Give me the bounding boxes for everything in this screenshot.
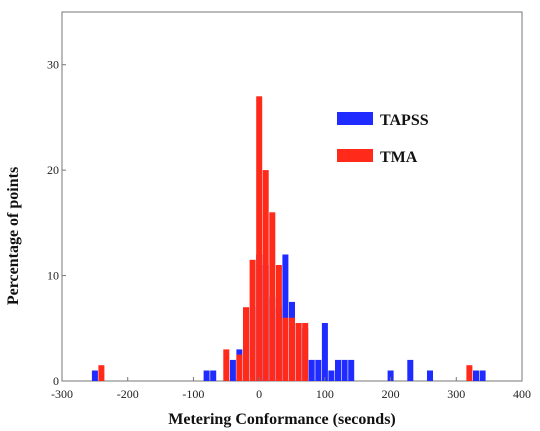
x-axis-ticks: -300 -200 -100 0 100 200 300 400	[51, 377, 531, 401]
tapss-bar	[407, 359, 414, 381]
x-tick-label: 100	[316, 387, 334, 401]
x-tick-label: 0	[256, 387, 262, 401]
tma-bar	[223, 349, 230, 381]
tma-bars	[98, 96, 473, 382]
tma-bar	[243, 307, 249, 381]
tapss-bar	[229, 359, 236, 381]
tma-bar	[262, 170, 269, 381]
legend: TAPSS TMA	[337, 112, 429, 166]
tma-bar	[236, 354, 243, 381]
y-tick-label: 20	[47, 163, 59, 177]
tapss-bar	[348, 359, 355, 381]
tma-bar	[256, 96, 263, 382]
tma-bar	[295, 323, 302, 381]
tapss-bar	[473, 370, 479, 381]
x-axis-title: Metering Conformance (seconds)	[168, 411, 396, 428]
legend-swatch-tma	[337, 149, 373, 162]
legend-label-tapss: TAPSS	[380, 112, 429, 129]
tma-bar	[98, 365, 105, 381]
tapss-bar	[479, 370, 486, 381]
tma-bar	[466, 365, 473, 381]
legend-swatch-tapss	[337, 112, 373, 125]
tma-bar	[282, 317, 289, 381]
tapss-bar	[210, 370, 217, 381]
x-tick-label: 300	[447, 387, 465, 401]
legend-label-tma: TMA	[380, 149, 418, 166]
tapss-bars	[91, 254, 486, 381]
tapss-bar	[203, 370, 210, 381]
tma-bar	[289, 317, 295, 381]
x-tick-label: -200	[117, 387, 139, 401]
y-tick-label: 10	[47, 269, 59, 283]
y-axis-ticks: 0 10 20 30	[47, 58, 66, 388]
tapss-bar	[308, 359, 315, 381]
tapss-bar	[91, 370, 98, 381]
x-tick-label: -100	[182, 387, 204, 401]
tapss-bar	[328, 370, 335, 381]
tapss-bar	[341, 359, 348, 381]
y-axis-title: Percentage of points	[5, 167, 22, 305]
x-tick-label: -300	[51, 387, 73, 401]
tapss-bar	[321, 323, 328, 381]
x-tick-label: 200	[382, 387, 400, 401]
y-tick-label: 30	[47, 58, 59, 72]
tapss-bar	[315, 359, 322, 381]
tma-bar	[249, 259, 256, 381]
tma-bar	[269, 212, 276, 381]
tapss-bar	[335, 359, 341, 381]
tma-bar	[275, 265, 282, 381]
y-tick-label: 0	[53, 374, 59, 388]
x-tick-label: 400	[513, 387, 531, 401]
tapss-bar	[387, 370, 394, 381]
tma-bar	[302, 323, 309, 381]
tapss-bar	[427, 370, 433, 381]
